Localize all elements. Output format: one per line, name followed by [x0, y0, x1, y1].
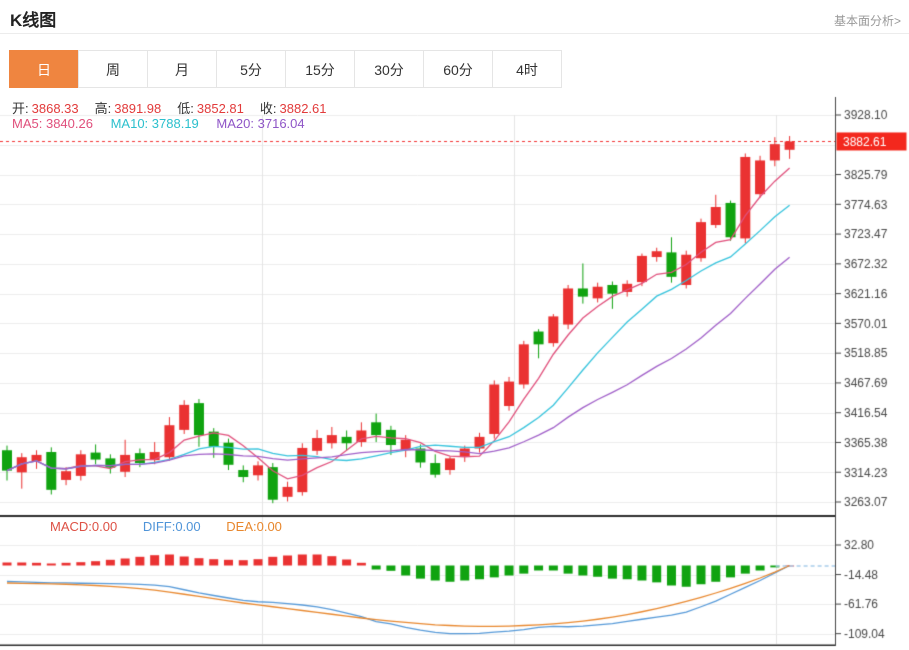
macd-value-readout: MACD:0.00 — [50, 519, 118, 534]
ma-readout: MA5: 3840.26 MA10: 3788.19 MA20: 3716.04 — [12, 116, 305, 131]
period-tabs: 日 周 月 5分 15分 30分 60分 4时 — [9, 50, 562, 88]
dea-value-readout: DEA:0.00 — [226, 519, 282, 534]
tab-30min[interactable]: 30分 — [354, 50, 424, 88]
close-label: 收: — [259, 101, 277, 116]
low-label: 低: — [177, 101, 194, 116]
open-value: 3868.33 — [31, 101, 79, 116]
close-value: 3882.61 — [279, 101, 327, 116]
macd-readout: MACD:0.00 DIFF:0.00 DEA:0.00 — [50, 519, 282, 534]
tab-week[interactable]: 周 — [78, 50, 148, 88]
fundamental-analysis-link[interactable]: 基本面分析> — [833, 14, 901, 28]
ma5-readout: MA5: 3840.26 — [12, 116, 93, 131]
tab-5min[interactable]: 5分 — [216, 50, 286, 88]
low-value: 3852.81 — [196, 101, 244, 116]
kline-chart-canvas[interactable] — [0, 93, 909, 650]
high-label: 高: — [94, 101, 112, 116]
ma20-readout: MA20: 3716.04 — [216, 116, 305, 131]
open-label: 开: — [12, 101, 29, 116]
page-title: K线图 — [10, 11, 57, 30]
tab-month[interactable]: 月 — [147, 50, 217, 88]
ma10-readout: MA10: 3788.19 — [110, 116, 199, 131]
page-header: K线图 基本面分析> — [0, 0, 909, 34]
tab-60min[interactable]: 60分 — [423, 50, 493, 88]
tab-day[interactable]: 日 — [9, 50, 79, 88]
high-value: 3891.98 — [114, 101, 162, 116]
diff-value-readout: DIFF:0.00 — [142, 519, 201, 534]
tab-4hour[interactable]: 4时 — [492, 50, 562, 88]
tab-15min[interactable]: 15分 — [285, 50, 355, 88]
ohlc-readout: 开: 3868.33 高: 3891.98 低: 3852.81 收: 3882.61 — [12, 98, 343, 117]
